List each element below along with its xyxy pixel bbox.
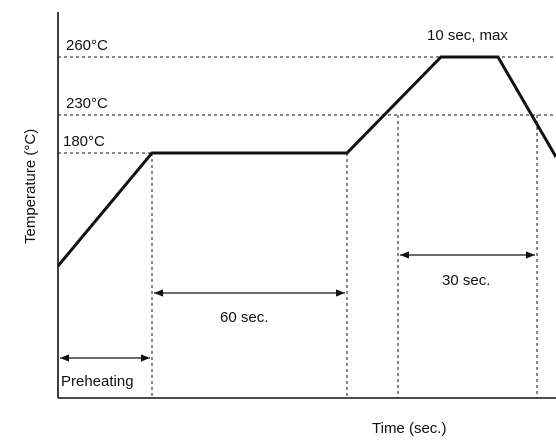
above-230-duration-label: 30 sec. [442, 272, 490, 289]
label-230: 230°C [66, 95, 108, 112]
soak-duration-label: 60 sec. [220, 309, 268, 326]
x-axis-title: Time (sec.) [372, 420, 446, 437]
peak-duration-label: 10 sec, max [427, 27, 508, 44]
temperature-profile-curve [56, 55, 556, 267]
label-260: 260°C [66, 37, 108, 54]
label-180: 180°C [63, 133, 105, 150]
y-axis-title: Temperature (°C) [22, 129, 39, 244]
preheating-label: Preheating [61, 373, 134, 390]
